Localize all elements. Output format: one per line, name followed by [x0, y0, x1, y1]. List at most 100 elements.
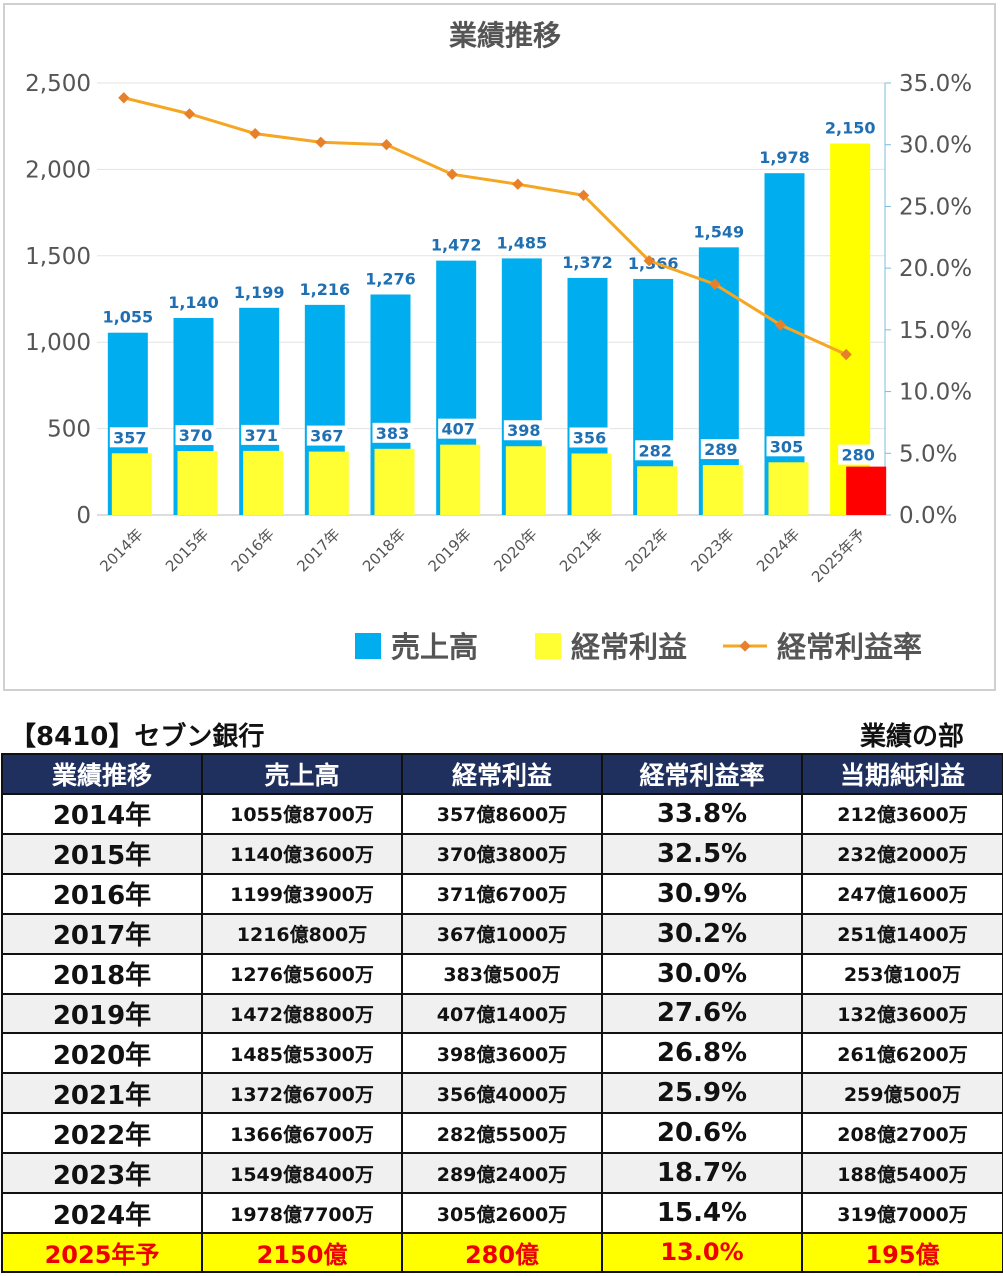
sales-data-label: 1,549: [694, 222, 745, 241]
x-tick-label: 2018年: [359, 525, 409, 575]
table-cell: 247億1600万: [801, 872, 1003, 915]
table-cell: 20.6%: [601, 1112, 803, 1155]
profit-label-bg: [700, 439, 741, 460]
profit-data-label: 367: [310, 427, 343, 446]
x-tick-label: 2024年: [753, 525, 803, 575]
rate-point: [183, 108, 196, 120]
table-cell: 356億4000万: [401, 1072, 603, 1115]
table-cell: 2017年: [1, 912, 203, 955]
rate-point: [643, 255, 655, 267]
legend-profit-swatch: [535, 633, 561, 659]
sales-data-label: 1,978: [759, 148, 810, 167]
table-cell: 30.9%: [601, 872, 803, 915]
table-cell: 398億3600万: [401, 1032, 603, 1075]
profit-label-bg: [438, 418, 479, 439]
table-cell: 407億1400万: [401, 992, 603, 1035]
profit-bar: [111, 453, 152, 515]
x-tick-label: 2017年: [293, 525, 343, 575]
table-cell: 188億5400万: [801, 1152, 1003, 1195]
table-cell: 1216億800万: [201, 912, 403, 955]
y-left-tick: 1,000: [25, 330, 91, 356]
table-cell: 232億2000万: [801, 832, 1003, 875]
y-right-tick: 15.0%: [899, 318, 972, 344]
rate-point: [380, 139, 393, 151]
table-cell: 1140億3600万: [201, 832, 403, 875]
sales-data-label: 1,372: [562, 253, 613, 272]
legend-profit-label: 経常利益: [571, 630, 687, 664]
rate-point: [118, 92, 130, 104]
table-cell: 289億2400万: [401, 1152, 603, 1195]
y-right-tick: 20.0%: [899, 256, 972, 282]
profit-label-bg: [503, 420, 544, 441]
profit-label-bg: [175, 425, 216, 446]
table-header-row: 業績推移 売上高 経常利益 経常利益率 当期純利益: [1, 753, 1003, 795]
x-tick-label: 2020年: [490, 525, 540, 575]
profit-data-label: 289: [704, 440, 737, 459]
performance-chart: 業績推移 0 500 1,000 1,500 2,000 2,500 0.0% 5.0% 10.0…: [25, 19, 972, 664]
table-cell: 371億6700万: [401, 872, 603, 915]
table-row: 2023年 1549億8400万 289億2400万 18.7% 188億5400万: [1, 1152, 1003, 1195]
table-cell: 319億7000万: [801, 1192, 1003, 1234]
profit-data-label: 383: [376, 424, 409, 443]
table-cell: 132億3600万: [801, 992, 1003, 1035]
table-cell: 1372億6700万: [201, 1072, 403, 1115]
profit-bar: [177, 451, 218, 515]
profit-bar: [846, 466, 887, 515]
table-cell: 2023年: [1, 1152, 203, 1195]
table-cell: 2022年: [1, 1112, 203, 1155]
y-left-tick: 2,500: [25, 71, 91, 97]
legend-rate-label: 経常利益率: [777, 630, 922, 664]
profit-bar: [374, 448, 415, 515]
heading-row: 【8410】セブン銀行 業績の部: [10, 716, 970, 752]
table-cell: 195億: [801, 1231, 1003, 1274]
rate-point: [774, 319, 787, 331]
profit-data-label: 356: [573, 428, 606, 447]
profit-data-label: 357: [113, 428, 146, 447]
rate-point: [315, 136, 327, 148]
profit-label-bg: [306, 425, 347, 446]
table-cell: 2024年: [1, 1192, 203, 1234]
profit-label-bg: [838, 444, 879, 465]
table-row: 2022年 1366億6700万 282億5500万 20.6% 208億2700万: [1, 1112, 1003, 1155]
profit-label-bg: [766, 436, 807, 457]
table-cell: 1549億8400万: [201, 1152, 403, 1195]
rate-point: [249, 127, 261, 140]
table-cell: 251億1400万: [801, 912, 1003, 955]
x-tick-label: 2015年: [162, 525, 212, 575]
profit-data-label: 398: [507, 421, 540, 440]
profit-bar: [243, 450, 284, 515]
table-row: 2016年 1199億3900万 371億6700万 30.9% 247億1600万: [1, 872, 1003, 915]
y-right-tick: 30.0%: [899, 133, 972, 159]
table-cell: 1199億3900万: [201, 872, 403, 915]
table-row: 2014年 1055億8700万 357億8600万 33.8% 212億3600万: [1, 793, 1003, 835]
table-cell: 26.8%: [601, 1032, 803, 1075]
table-cell: 1055億8700万: [201, 793, 403, 835]
sales-data-label: 1,276: [365, 270, 416, 289]
x-tick-label: 2016年: [228, 525, 278, 575]
profit-label-bg: [109, 427, 150, 448]
x-tick-label: 2019年: [425, 525, 475, 575]
table-body: 2014年 1055億8700万 357億8600万 33.8% 212億3600万 20…: [1, 793, 1003, 1274]
y-left-tick: 1,500: [25, 244, 91, 270]
table-cell: 261億6200万: [801, 1032, 1003, 1075]
profit-label-bg: [372, 422, 413, 443]
y-right-tick: 35.0%: [899, 71, 972, 97]
table-cell: 18.7%: [601, 1152, 803, 1195]
table-cell: 383億500万: [401, 952, 603, 995]
sales-data-label: 1,216: [300, 280, 351, 299]
profit-data-label: 407: [441, 420, 474, 439]
column-header: 当期純利益: [801, 753, 1003, 795]
rate-point: [840, 348, 852, 361]
profit-bar: [702, 465, 743, 515]
table-row: 2017年 1216億800万 367億1000万 30.2% 251億1400万: [1, 912, 1003, 955]
rate-point: [577, 189, 590, 201]
legend-sales-label: 売上高: [391, 630, 478, 664]
sales-data-label: 2,150: [825, 118, 876, 137]
table-cell: 1485億5300万: [201, 1032, 403, 1075]
table-cell: 15.4%: [601, 1192, 803, 1234]
table-cell: 30.0%: [601, 952, 803, 995]
profit-label-bg: [635, 440, 676, 461]
sales-data-label: 1,485: [497, 233, 548, 252]
profit-bar: [308, 451, 349, 515]
y-right-tick: 0.0%: [899, 503, 957, 529]
